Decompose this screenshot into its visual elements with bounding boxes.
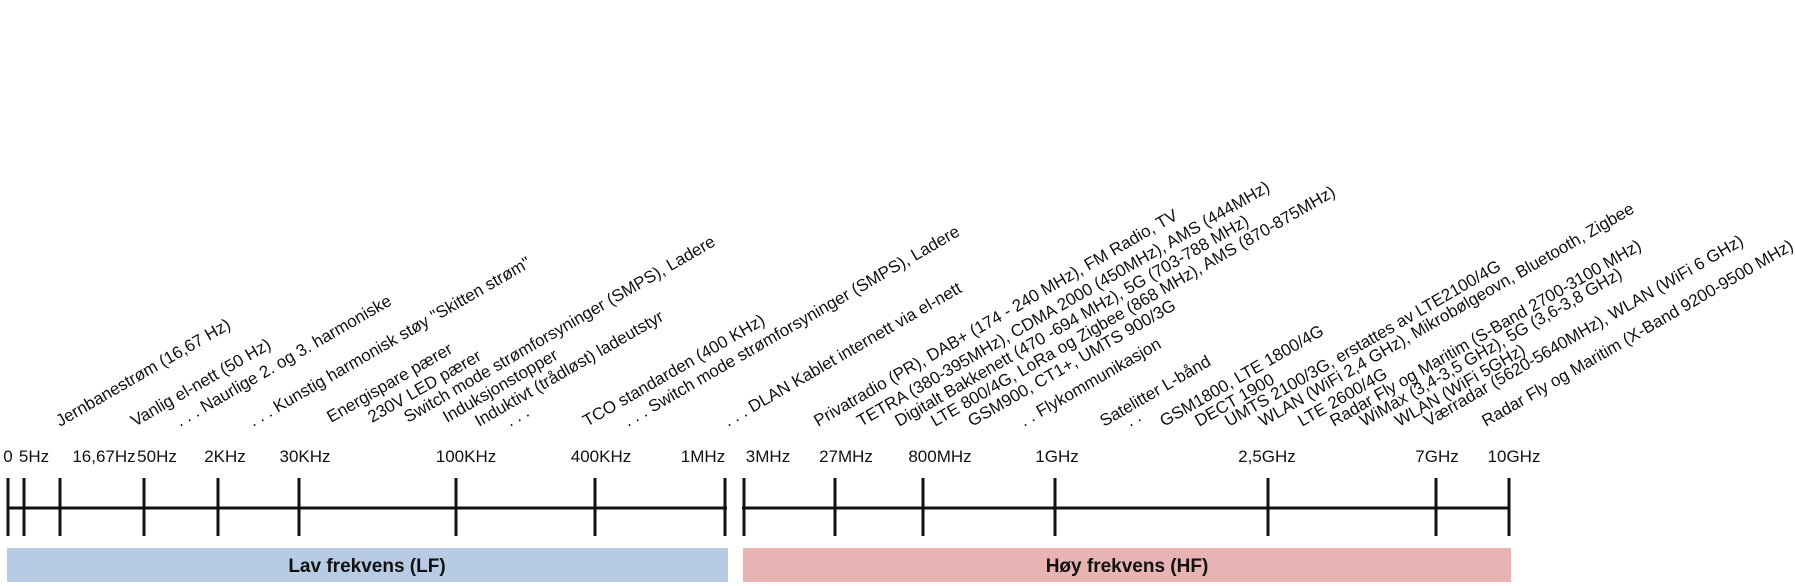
high-tick-label: 27MHz — [819, 447, 873, 466]
low-tick-label: 5Hz — [19, 447, 49, 466]
low-tick-label: 50Hz — [137, 447, 177, 466]
low-tick-label: 0 — [3, 447, 12, 466]
low-tick-label: 30KHz — [279, 447, 330, 466]
high-tick-label: 2,5GHz — [1238, 447, 1296, 466]
low-frequency-band: Lav frekvens (LF) — [7, 548, 728, 582]
high-tick-label: 3MHz — [746, 447, 790, 466]
high-tick-label: 800MHz — [908, 447, 971, 466]
low-band-bar — [7, 548, 728, 582]
high-band-bar — [743, 548, 1511, 582]
low-tick-label: 2KHz — [204, 447, 246, 466]
low-tick-label: 1MHz — [681, 447, 725, 466]
low-tick-label: 400KHz — [571, 447, 631, 466]
low-tick-label: 100KHz — [436, 447, 496, 466]
high-tick-label: 10GHz — [1488, 447, 1541, 466]
low-band-label: Lav frekvens (LF) — [288, 556, 445, 577]
high-band-label: Høy frekvens (HF) — [1046, 556, 1209, 577]
low-tick-label: 16,67Hz — [72, 447, 135, 466]
high-frequency-band: Høy frekvens (HF) — [743, 548, 1511, 582]
high-tick-label: 7GHz — [1415, 447, 1458, 466]
frequency-labels: Jernbanestrøm (16,67 Hz)Vanlig el-nett (… — [53, 177, 1795, 430]
high-tick-label: 1GHz — [1035, 447, 1078, 466]
tick-labels: 0 5Hz 16,67Hz 50Hz 2KHz 30KHz 100KHz 400KHz 1MHz… — [3, 447, 1540, 466]
tick-marks — [6, 478, 1511, 536]
